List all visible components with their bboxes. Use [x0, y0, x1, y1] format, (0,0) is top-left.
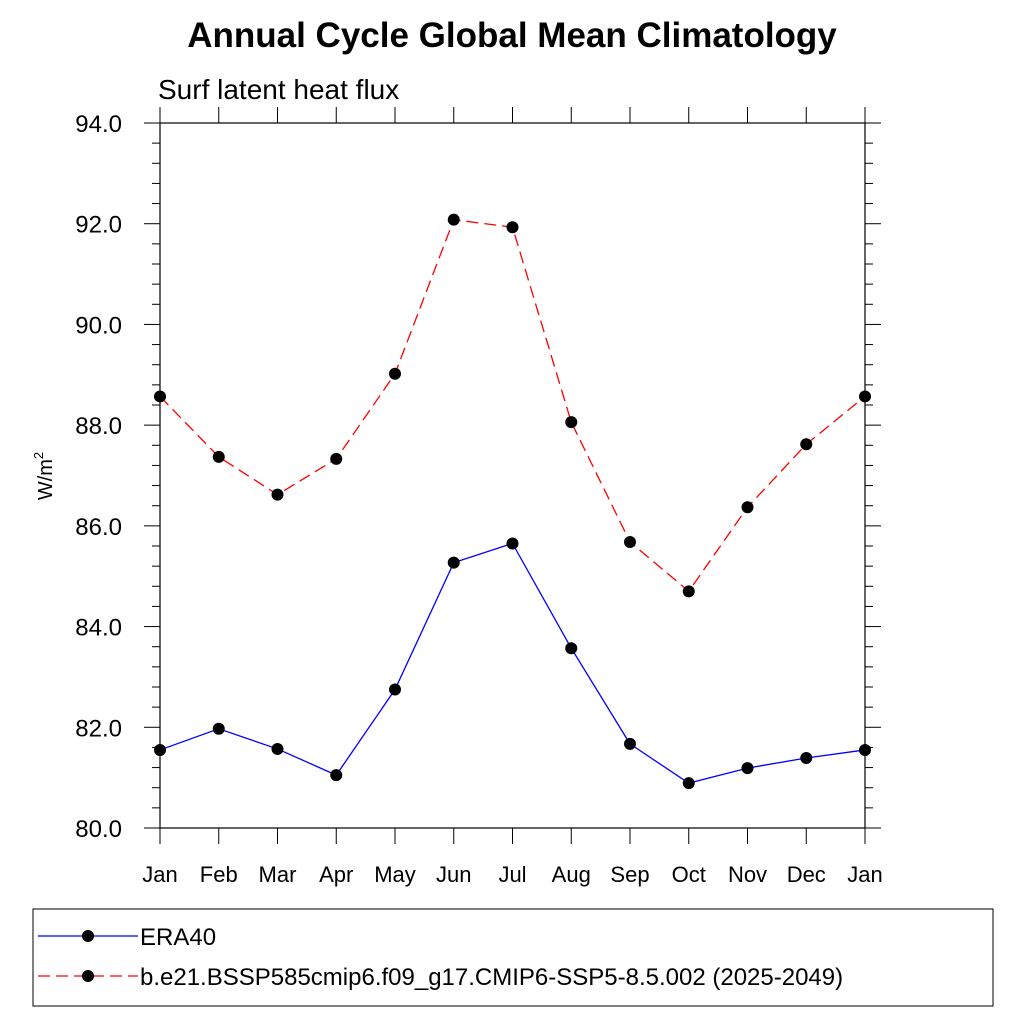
- y-tick-labels: 80.0 82.0 84.0 86.0 88.0 90.0 92.0 94.0: [75, 111, 122, 843]
- x-tick-label: May: [374, 862, 416, 887]
- plot-area: 80.0 82.0 84.0 86.0 88.0 90.0 92.0 94.0 Jan Feb M…: [75, 107, 883, 887]
- series-1-line: [159, 542, 866, 784]
- x-tick-label: Apr: [319, 862, 353, 887]
- series-1-point: [800, 752, 813, 765]
- legend-items: ERA40 b.e21.BSSP585cmip6.f09_g17.CMIP6-SS…: [38, 924, 843, 991]
- legend-label: ERA40: [140, 924, 216, 951]
- x-tick-label: Mar: [259, 862, 297, 887]
- y-axis-label-superscript: 2: [31, 452, 46, 459]
- series-2-point: [271, 488, 284, 501]
- legend-box: [32, 908, 994, 1007]
- series-2: [154, 213, 871, 598]
- series-2-point: [682, 585, 695, 598]
- chart-subtitle: Surf latent heat flux: [158, 74, 399, 105]
- legend-marker: [82, 970, 94, 982]
- series-2-point: [859, 390, 871, 403]
- x-tick-label: Aug: [552, 862, 591, 887]
- y-tick-label: 88.0: [75, 413, 122, 440]
- series-2-point: [800, 438, 813, 451]
- series-2-point: [565, 416, 578, 429]
- series-1-point: [506, 537, 519, 550]
- y-axis-label: W/m2: [31, 452, 57, 500]
- series-2-point: [741, 501, 754, 514]
- series-2-line: [159, 218, 866, 593]
- y-tick-label: 94.0: [75, 111, 122, 138]
- series-1-point: [447, 556, 460, 569]
- series-2-point: [389, 367, 401, 380]
- series-1-point: [859, 743, 871, 756]
- series-2-point: [447, 213, 460, 226]
- y-tick-label: 80.0: [75, 816, 122, 843]
- series-2-point: [330, 452, 343, 465]
- y-tick-label: 84.0: [75, 615, 122, 642]
- x-tick-label: Oct: [672, 862, 706, 887]
- y-tick-label: 86.0: [75, 514, 122, 541]
- y-axis-label-text: W/m: [35, 459, 57, 500]
- x-tick-label: Jun: [436, 862, 471, 887]
- x-tick-label: Nov: [728, 862, 767, 887]
- series-1-point: [330, 769, 343, 782]
- series-1-point: [624, 737, 636, 750]
- y-tick-label: 82.0: [75, 715, 122, 742]
- x-tick-label: Jan: [142, 862, 177, 887]
- legend-marker: [82, 930, 94, 942]
- series-2-point: [154, 390, 166, 403]
- chart-title: Annual Cycle Global Mean Climatology: [187, 16, 837, 55]
- series-1-point: [154, 743, 166, 756]
- series-1-point: [565, 642, 578, 655]
- x-tick-label: Dec: [787, 862, 826, 887]
- x-tick-label: Jan: [847, 862, 882, 887]
- x-tick-label: Feb: [200, 862, 238, 887]
- series-layer: [154, 213, 871, 790]
- x-tick-label: Jul: [498, 862, 526, 887]
- series-2-point: [212, 450, 225, 463]
- series-1: [154, 537, 871, 790]
- series-1-point: [741, 762, 754, 775]
- series-2-point: [506, 221, 519, 234]
- axis-ticks: [144, 107, 881, 844]
- y-tick-label: 92.0: [75, 212, 122, 239]
- x-tick-labels: Jan Feb Mar Apr May Jun Jul Aug Sep Oct Nov Dec Jan: [142, 862, 882, 887]
- x-tick-label: Sep: [610, 862, 649, 887]
- series-2-point: [624, 535, 636, 548]
- legend-label: b.e21.BSSP585cmip6.f09_g17.CMIP6-SSP5-8.…: [140, 964, 843, 991]
- y-tick-label: 90.0: [75, 312, 122, 339]
- legend-item-2: b.e21.BSSP585cmip6.f09_g17.CMIP6-SSP5-8.…: [38, 964, 843, 991]
- series-1-point: [682, 777, 695, 790]
- series-1-point: [212, 722, 225, 735]
- legend: ERA40 b.e21.BSSP585cmip6.f09_g17.CMIP6-SS…: [32, 908, 994, 1007]
- series-1-point: [389, 683, 401, 696]
- series-1-point: [271, 742, 284, 755]
- legend-item-1: ERA40: [38, 924, 216, 951]
